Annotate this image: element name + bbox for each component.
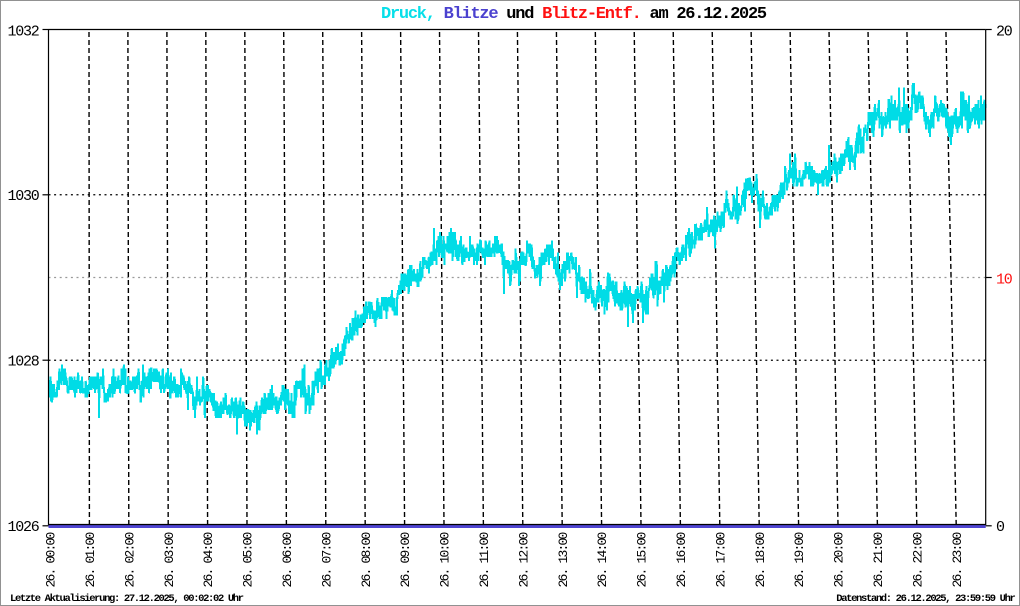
svg-text:26. 03:00: 26. 03:00 — [162, 532, 177, 587]
svg-text:1030: 1030 — [8, 188, 40, 205]
svg-text:26. 23:00: 26. 23:00 — [950, 532, 965, 587]
svg-text:26. 14:00: 26. 14:00 — [595, 532, 610, 587]
svg-text:26. 11:00: 26. 11:00 — [477, 532, 492, 587]
svg-text:Letzte Aktualisierung: 27.12.2: Letzte Aktualisierung: 27.12.2025, 00:02… — [10, 593, 244, 605]
svg-text:26. 20:00: 26. 20:00 — [832, 532, 847, 587]
svg-text:Blitze: Blitze — [444, 5, 499, 24]
svg-text:26. 00:00: 26. 00:00 — [44, 532, 59, 587]
svg-text:26. 01:00: 26. 01:00 — [83, 532, 98, 587]
svg-text:26. 04:00: 26. 04:00 — [201, 532, 216, 587]
svg-text:26. 18:00: 26. 18:00 — [753, 532, 768, 587]
svg-text:26. 22:00: 26. 22:00 — [910, 532, 925, 587]
svg-text:26. 06:00: 26. 06:00 — [280, 532, 295, 587]
svg-text:Druck,: Druck, — [381, 5, 435, 24]
svg-text:Blitz-Entf.: Blitz-Entf. — [542, 5, 640, 24]
svg-text:26. 10:00: 26. 10:00 — [438, 532, 453, 587]
svg-text:am 26.12.2025: am 26.12.2025 — [650, 5, 767, 24]
svg-text:26. 13:00: 26. 13:00 — [556, 532, 571, 587]
svg-text:26. 21:00: 26. 21:00 — [871, 532, 886, 587]
svg-text:26. 16:00: 26. 16:00 — [674, 532, 689, 587]
svg-text:1032: 1032 — [8, 23, 39, 40]
svg-text:26. 05:00: 26. 05:00 — [241, 532, 256, 587]
svg-text:26. 02:00: 26. 02:00 — [122, 532, 137, 587]
svg-text:26. 19:00: 26. 19:00 — [792, 532, 807, 587]
svg-text:26. 12:00: 26. 12:00 — [516, 532, 531, 587]
svg-text:26. 07:00: 26. 07:00 — [319, 532, 334, 587]
svg-text:10: 10 — [996, 271, 1013, 288]
svg-text:20: 20 — [996, 23, 1013, 40]
svg-text:26. 08:00: 26. 08:00 — [359, 532, 374, 587]
svg-text:und: und — [506, 5, 534, 24]
svg-text:Datenstand: 26.12.2025, 23:59:: Datenstand: 26.12.2025, 23:59:59 Uhr — [836, 593, 1015, 605]
svg-text:1026: 1026 — [8, 519, 40, 536]
svg-text:26. 09:00: 26. 09:00 — [398, 532, 413, 587]
svg-text:26. 15:00: 26. 15:00 — [635, 532, 650, 587]
svg-text:0: 0 — [996, 519, 1005, 536]
svg-text:1028: 1028 — [8, 354, 40, 371]
svg-text:26. 17:00: 26. 17:00 — [713, 532, 728, 587]
